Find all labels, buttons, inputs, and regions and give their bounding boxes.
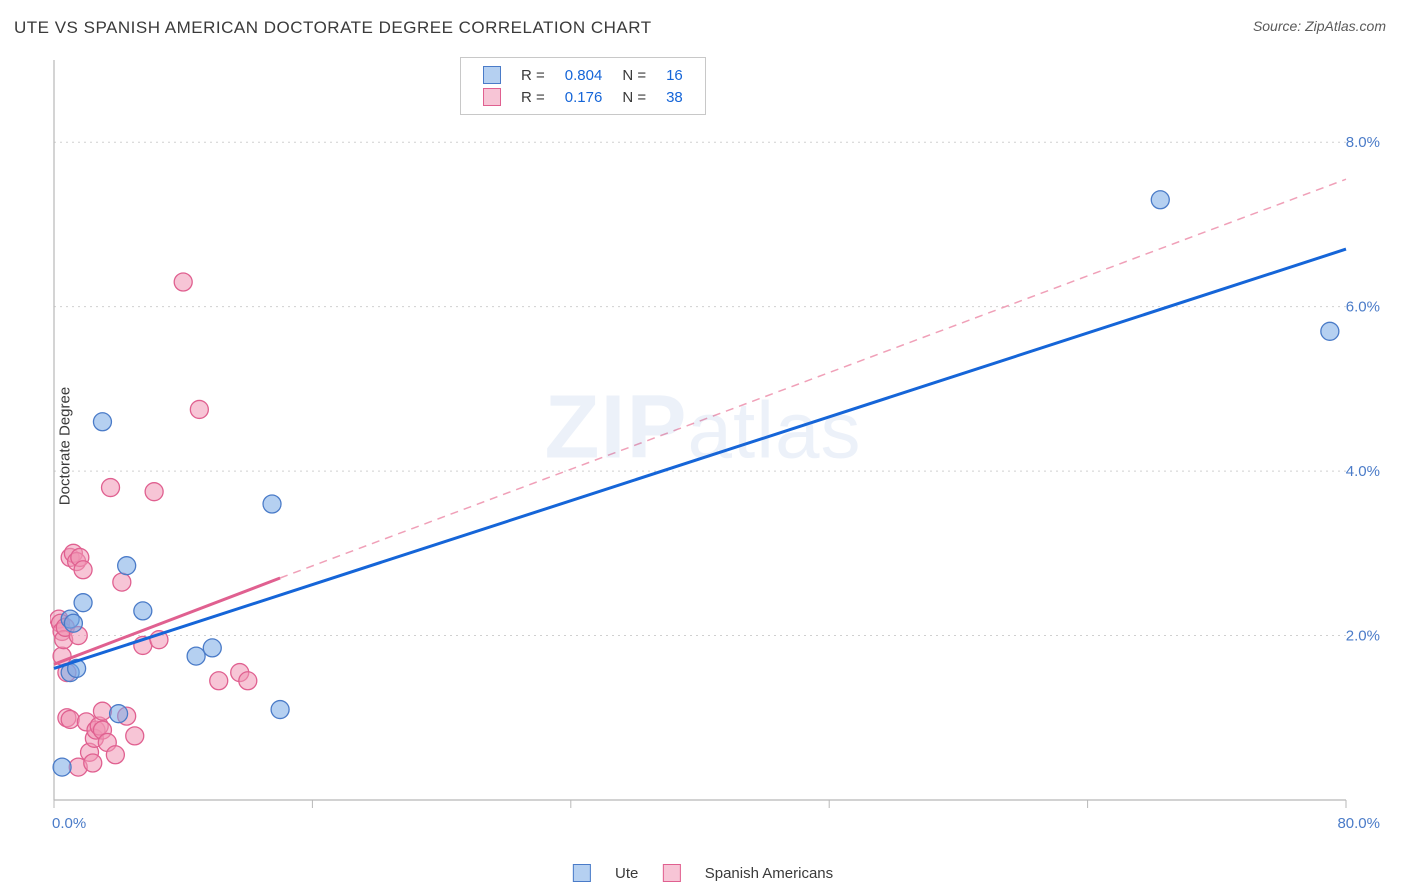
scatter-point-ute xyxy=(53,758,71,776)
scatter-point-spanish xyxy=(93,702,111,720)
swatch-ute-icon xyxy=(573,864,591,882)
n-label: N = xyxy=(612,64,656,86)
scatter-point-spanish xyxy=(239,672,257,690)
source-name: ZipAtlas.com xyxy=(1305,18,1386,34)
scatter-point-spanish xyxy=(126,727,144,745)
scatter-point-ute xyxy=(93,413,111,431)
source-attribution: Source: ZipAtlas.com xyxy=(1253,18,1386,34)
swatch-ute-icon xyxy=(483,66,501,84)
regression-line-ute xyxy=(54,249,1346,668)
scatter-point-ute xyxy=(1321,322,1339,340)
svg-text:2.0%: 2.0% xyxy=(1346,628,1380,645)
legend-correlation: R = 0.804 N = 16 R = 0.176 N = 38 xyxy=(460,57,706,115)
scatter-point-ute xyxy=(263,495,281,513)
r-value-spanish: 0.176 xyxy=(555,86,613,108)
scatter-point-ute xyxy=(203,639,221,657)
scatter-point-ute xyxy=(118,557,136,575)
scatter-point-spanish xyxy=(84,754,102,772)
svg-text:4.0%: 4.0% xyxy=(1346,463,1380,480)
scatter-point-spanish xyxy=(145,483,163,501)
plot-area: 2.0% 4.0% 6.0% 8.0% 0.0% 80.0% xyxy=(50,50,1386,840)
scatter-point-spanish xyxy=(61,710,79,728)
svg-text:0.0%: 0.0% xyxy=(52,815,86,832)
scatter-point-ute xyxy=(187,647,205,665)
legend-row-spanish: R = 0.176 N = 38 xyxy=(473,86,693,108)
scatter-point-spanish xyxy=(74,561,92,579)
n-value-spanish: 38 xyxy=(656,86,693,108)
regression-line-spanish-extrapolated xyxy=(280,179,1346,578)
legend-series: Ute Spanish Americans xyxy=(563,864,843,882)
scatter-point-ute xyxy=(74,594,92,612)
scatter-point-ute xyxy=(110,705,128,723)
svg-text:8.0%: 8.0% xyxy=(1346,134,1380,151)
n-label: N = xyxy=(612,86,656,108)
svg-text:6.0%: 6.0% xyxy=(1346,299,1380,316)
chart-title: UTE VS SPANISH AMERICAN DOCTORATE DEGREE… xyxy=(14,18,652,38)
source-prefix: Source: xyxy=(1253,18,1305,34)
n-value-ute: 16 xyxy=(656,64,693,86)
scatter-point-spanish xyxy=(113,573,131,591)
scatter-point-ute xyxy=(1151,191,1169,209)
scatter-point-ute xyxy=(64,614,82,632)
regression-line-spanish xyxy=(54,578,280,664)
scatter-point-spanish xyxy=(174,273,192,291)
r-value-ute: 0.804 xyxy=(555,64,613,86)
legend-label-spanish: Spanish Americans xyxy=(705,865,833,882)
scatter-point-ute xyxy=(134,602,152,620)
scatter-point-spanish xyxy=(190,400,208,418)
r-label: R = xyxy=(511,64,555,86)
legend-row-ute: R = 0.804 N = 16 xyxy=(473,64,693,86)
scatter-point-ute xyxy=(271,701,289,719)
swatch-spanish-icon xyxy=(663,864,681,882)
svg-text:80.0%: 80.0% xyxy=(1337,815,1380,832)
chart-container: UTE VS SPANISH AMERICAN DOCTORATE DEGREE… xyxy=(0,0,1406,892)
scatter-point-spanish xyxy=(106,746,124,764)
scatter-point-spanish xyxy=(210,672,228,690)
swatch-spanish-icon xyxy=(483,88,501,106)
scatter-point-spanish xyxy=(102,479,120,497)
legend-label-ute: Ute xyxy=(615,865,638,882)
r-label: R = xyxy=(511,86,555,108)
chart-svg: 2.0% 4.0% 6.0% 8.0% 0.0% 80.0% xyxy=(50,50,1386,840)
